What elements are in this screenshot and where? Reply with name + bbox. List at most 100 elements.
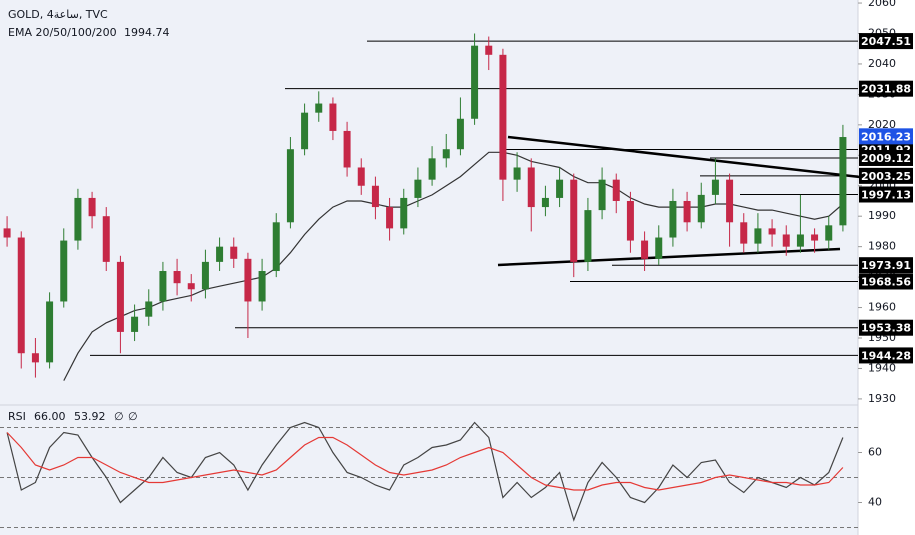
- candle-body: [598, 179, 606, 211]
- candle-body: [655, 237, 663, 259]
- candle-body: [782, 234, 790, 247]
- candle-body: [301, 112, 309, 150]
- candle-body: [527, 167, 535, 208]
- price-label: 2031.88: [861, 83, 911, 96]
- price-label: 2047.51: [861, 35, 911, 48]
- candle-body: [74, 197, 82, 241]
- candle-body: [244, 258, 252, 302]
- price-label-box: [859, 167, 913, 184]
- candle-body: [201, 261, 209, 290]
- price-label-box: [859, 128, 913, 145]
- candle-body: [768, 228, 776, 235]
- price-label: 1968.56: [861, 275, 911, 288]
- price-label-box: [859, 186, 913, 203]
- candle-body: [584, 210, 592, 262]
- candle-body: [230, 246, 238, 259]
- y-tick-label: 40: [868, 496, 882, 509]
- price-label: 2016.23: [861, 130, 911, 143]
- candle-body: [471, 45, 479, 119]
- candle-body: [60, 240, 68, 302]
- candle-body: [513, 167, 521, 180]
- candle-body: [173, 271, 181, 284]
- candle-body: [442, 149, 450, 159]
- candle-body: [456, 118, 464, 150]
- trendline-upper: [507, 135, 861, 179]
- candle-body: [116, 261, 124, 332]
- trendline-lower: [497, 247, 841, 267]
- price-label-box: [859, 33, 913, 50]
- candle-body: [3, 228, 11, 238]
- candle-body: [612, 179, 620, 201]
- candle-body: [825, 225, 833, 241]
- price-label: 2003.25: [861, 170, 911, 183]
- y-tick-label: 1980: [868, 240, 896, 253]
- price-label-box: [859, 319, 913, 336]
- candle-body: [740, 222, 748, 244]
- candle-body: [258, 271, 266, 302]
- candle-body: [683, 200, 691, 223]
- candle-body: [343, 130, 351, 168]
- candle-body: [428, 158, 436, 180]
- rsi-line: [6, 421, 844, 522]
- candle-body: [754, 228, 762, 244]
- plot-background: [0, 0, 858, 535]
- candle-body: [626, 200, 634, 241]
- price-label-box: [859, 149, 913, 166]
- candle-body: [272, 222, 280, 272]
- candle-body: [570, 179, 578, 262]
- price-label: 2009.12: [861, 152, 911, 165]
- y-tick-label: 1990: [868, 209, 896, 222]
- candle-body: [286, 149, 294, 223]
- candle-body: [541, 197, 549, 208]
- candle-body: [811, 234, 819, 241]
- candle-body: [726, 179, 734, 223]
- indicator-label: EMA 20/50/100/200: [8, 26, 117, 39]
- candle-body: [216, 246, 224, 262]
- candle-body: [102, 216, 110, 262]
- price-label-box: [859, 257, 913, 274]
- price-label-box: [859, 80, 913, 97]
- price-label-box: [859, 347, 913, 364]
- candle-body: [131, 316, 139, 332]
- ema-line: [63, 151, 844, 381]
- price-label: 1973.91: [861, 259, 911, 272]
- price-label: 1944.28: [861, 349, 911, 362]
- candle-body: [556, 179, 564, 198]
- y-tick-label: 2020: [868, 118, 896, 131]
- candle-body: [329, 103, 337, 131]
- rsi-header: 66.00: [34, 410, 66, 423]
- y-tick-label: 1940: [868, 361, 896, 374]
- y-tick-label: 1960: [868, 301, 896, 314]
- candle-body: [357, 167, 365, 186]
- candle-body: [499, 54, 507, 180]
- candle-body: [485, 45, 493, 55]
- candle-body: [839, 137, 847, 226]
- candle-body: [46, 301, 54, 363]
- rsi-header: ∅: [128, 410, 138, 423]
- candle-body: [697, 194, 705, 223]
- y-tick-label: 2040: [868, 57, 896, 70]
- candle-body: [371, 185, 379, 208]
- candle-body: [386, 207, 394, 229]
- candle-body: [31, 353, 39, 363]
- candle-body: [17, 237, 25, 354]
- candle-body: [159, 271, 167, 302]
- candle-body: [641, 240, 649, 259]
- chart-title: GOLD, 4ساعة, TVC: [8, 8, 108, 21]
- y-tick-label: 2060: [868, 0, 896, 9]
- candle-body: [187, 283, 195, 290]
- candle-body: [669, 200, 677, 238]
- candle-body: [400, 197, 408, 229]
- candle-body: [414, 179, 422, 198]
- candle-body: [796, 234, 804, 247]
- candle-body: [711, 179, 719, 195]
- rsi-header: RSI: [8, 410, 26, 423]
- candle-body: [88, 197, 96, 217]
- candle-body: [315, 103, 323, 113]
- y-tick-label: 1930: [868, 392, 896, 405]
- price-label: 1953.38: [861, 322, 911, 335]
- price-label: 1997.13: [861, 188, 911, 201]
- indicator-value: 1994.74: [124, 26, 170, 39]
- rsi-line: [6, 432, 844, 491]
